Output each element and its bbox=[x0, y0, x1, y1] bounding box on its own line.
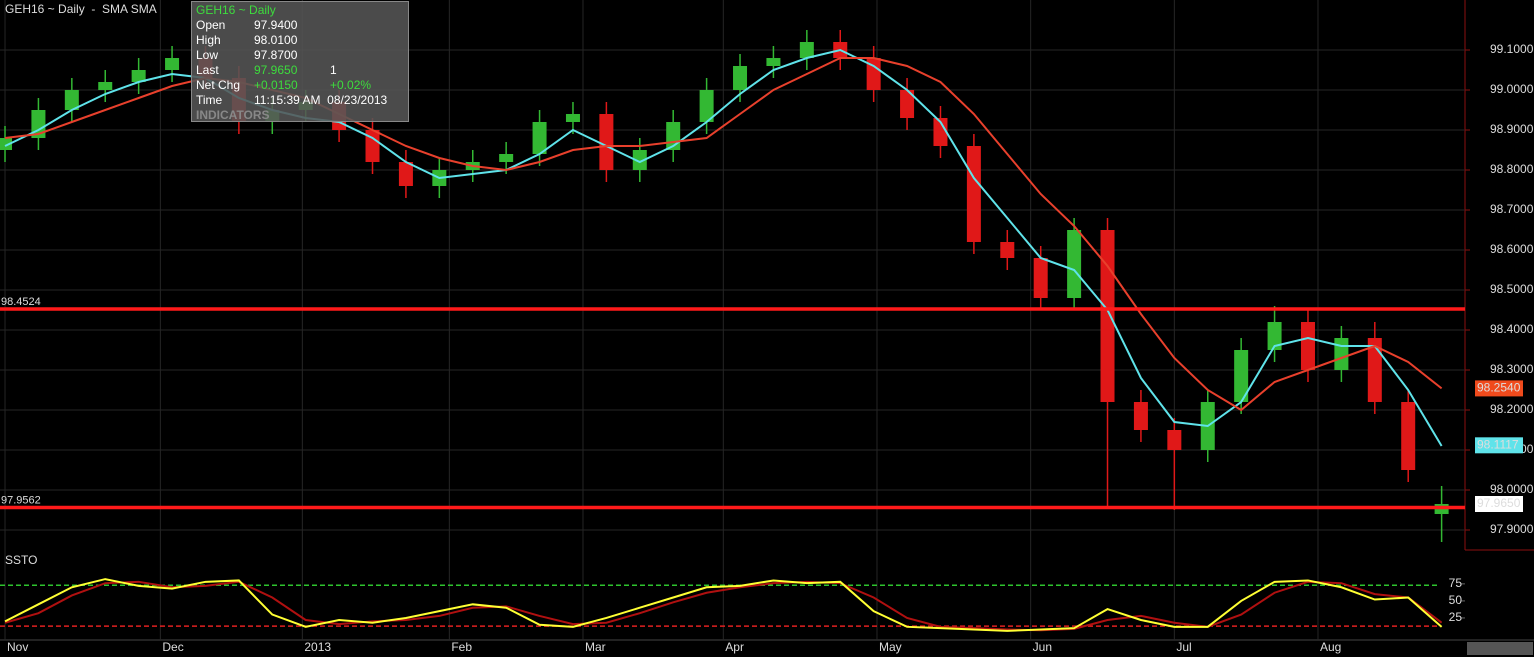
candle-body bbox=[98, 82, 113, 90]
y-tick-label: 98.4000 bbox=[1490, 322, 1534, 336]
candle-body bbox=[165, 58, 180, 70]
candle-body bbox=[799, 42, 814, 58]
last-value-box bbox=[1475, 496, 1523, 512]
candle-body bbox=[733, 66, 748, 90]
info-key: High bbox=[196, 33, 221, 47]
candle-body bbox=[398, 162, 413, 186]
info-value: 11:15:39 AM 08/23/2013 bbox=[254, 93, 388, 107]
marks-layer bbox=[0, 30, 1465, 632]
candle-body bbox=[1234, 350, 1249, 402]
candle-body bbox=[1334, 338, 1349, 370]
candle-body bbox=[0, 138, 13, 150]
info-value: 97.9400 bbox=[254, 18, 298, 32]
candle-body bbox=[1000, 242, 1015, 258]
candle-body bbox=[1367, 338, 1382, 402]
candle-body bbox=[565, 114, 580, 122]
info-row: Last 97.9650 1 bbox=[196, 63, 404, 78]
info-row: Net Chg +0.0150 +0.02% bbox=[196, 78, 404, 93]
info-key: Time bbox=[196, 93, 223, 107]
info-box: GEH16 ~ Daily Open 97.9400 High 98.0100 Low 9… bbox=[191, 1, 409, 122]
y-tick-label: 99.0000 bbox=[1490, 82, 1534, 96]
last-value-label: 98.1117 bbox=[1477, 437, 1519, 451]
x-tick-label: Mar bbox=[585, 640, 606, 654]
info-key: Last bbox=[196, 63, 219, 77]
x-tick-label: Aug bbox=[1320, 640, 1341, 654]
y-tick-label: 25 bbox=[1449, 610, 1463, 624]
indicator-line bbox=[4, 578, 1443, 632]
candle-body bbox=[1100, 230, 1115, 402]
info-row: High 98.0100 bbox=[196, 33, 404, 48]
candle-body bbox=[766, 58, 781, 66]
info-value: 1 bbox=[330, 63, 337, 77]
x-tick-label: Apr bbox=[725, 640, 744, 654]
last-value-label: 97.9650 bbox=[1477, 496, 1521, 510]
y-tick-label: 98.0000 bbox=[1490, 482, 1534, 496]
info-key: Net Chg bbox=[196, 78, 241, 92]
candle-body bbox=[1401, 402, 1416, 470]
x-tick-label: Feb bbox=[451, 640, 472, 654]
y-tick-label: 98.3000 bbox=[1490, 362, 1534, 376]
scrollbar bbox=[1467, 642, 1533, 655]
last-value-box bbox=[1475, 437, 1523, 454]
info-row: Time 11:15:39 AM 08/23/2013 bbox=[196, 93, 404, 108]
level-label: 98.4524 bbox=[1, 296, 41, 308]
candle-body bbox=[699, 90, 714, 122]
y-tick-label: 98.8000 bbox=[1490, 162, 1534, 176]
panel-title: SSTO bbox=[5, 553, 37, 567]
x-tick-label: Dec bbox=[162, 640, 183, 654]
info-value: 98.0100 bbox=[254, 33, 298, 47]
y-tick-label: 50 bbox=[1449, 593, 1463, 607]
info-rows: Open 97.9400 High 98.0100 Low 97.8700 Last 97.9… bbox=[196, 18, 404, 108]
candle-body bbox=[64, 90, 79, 110]
chart-title: GEH16 ~ Daily - SMA SMA bbox=[5, 2, 157, 16]
y-tick-label: 98.6000 bbox=[1490, 242, 1534, 256]
last-value-box bbox=[1475, 380, 1523, 397]
labels-layer: 97.900098.000098.100098.200098.300098.40… bbox=[1, 42, 1534, 654]
candle-body bbox=[1167, 430, 1182, 450]
candle-body bbox=[131, 70, 146, 82]
candle-body bbox=[1267, 322, 1282, 350]
y-tick-label: 98.5000 bbox=[1490, 282, 1534, 296]
candle-body bbox=[1300, 322, 1315, 370]
x-tick-label: 2013 bbox=[304, 640, 331, 654]
y-tick-label: 98.2000 bbox=[1490, 402, 1534, 416]
candle-body bbox=[599, 114, 614, 170]
last-value-label: 98.2540 bbox=[1477, 381, 1521, 395]
info-key: Low bbox=[196, 48, 219, 62]
y-tick-label: 98.7000 bbox=[1490, 202, 1534, 216]
y-tick-label: 99.1000 bbox=[1490, 42, 1534, 56]
candle-body bbox=[1033, 258, 1048, 298]
candle-body bbox=[933, 118, 948, 146]
candle-body bbox=[866, 58, 881, 90]
info-row: Low 97.8700 bbox=[196, 48, 404, 63]
x-tick-label: May bbox=[879, 640, 902, 654]
level-label: 97.9562 bbox=[1, 494, 41, 506]
candle-body bbox=[499, 154, 514, 162]
candle-body bbox=[532, 122, 547, 154]
x-tick-label: Jul bbox=[1176, 640, 1191, 654]
y-tick-label: 98.9000 bbox=[1490, 122, 1534, 136]
info-row: Open 97.9400 bbox=[196, 18, 404, 33]
info-title: GEH16 ~ Daily bbox=[196, 3, 276, 17]
x-tick-label: Jun bbox=[1033, 640, 1052, 654]
y-tick-label: 75 bbox=[1449, 576, 1463, 590]
candle-body bbox=[632, 150, 647, 170]
y-tick-label: 97.9000 bbox=[1490, 522, 1534, 536]
x-tick-label: Nov bbox=[7, 640, 28, 654]
candle-body bbox=[966, 146, 981, 242]
info-value: +0.02% bbox=[330, 78, 372, 92]
info-value: 97.9650 bbox=[254, 63, 298, 77]
info-key: Open bbox=[196, 18, 226, 32]
candle-body bbox=[365, 130, 380, 162]
info-footer: INDICATORS bbox=[196, 108, 270, 122]
candle-body bbox=[900, 90, 915, 118]
candle-body bbox=[1067, 230, 1082, 298]
candle-body bbox=[1133, 402, 1148, 430]
info-value: +0.0150 bbox=[254, 78, 298, 92]
info-value: 97.8700 bbox=[254, 48, 298, 62]
